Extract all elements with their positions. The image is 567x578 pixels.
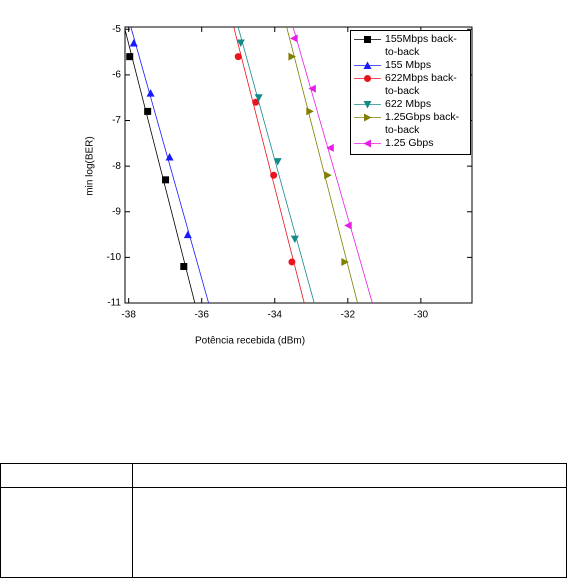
fit-line	[237, 27, 315, 303]
marker	[183, 230, 192, 239]
fit-line	[130, 27, 209, 303]
marker	[290, 34, 298, 43]
legend-label: 155 Mbps	[385, 59, 432, 71]
y-tick-label: -9	[112, 206, 121, 217]
legend-entry: 155 Mbps	[351, 59, 470, 72]
legend-swatch	[354, 61, 381, 69]
legend-label: 1.25Gbps back-to-back	[385, 111, 460, 136]
x-tick-label: -36	[194, 310, 209, 321]
x-axis-label: Potência recebida (dBm)	[195, 336, 305, 347]
marker	[180, 263, 188, 271]
marker	[162, 176, 170, 184]
marker	[364, 36, 371, 43]
y-tick-label: -11	[107, 298, 121, 309]
fit-line	[292, 27, 373, 303]
legend-label: 622 Mbps	[385, 98, 432, 110]
marker	[344, 221, 352, 230]
fit-line	[125, 27, 196, 303]
table	[0, 463, 567, 578]
table-column-border	[132, 464, 133, 577]
legend-swatch	[354, 113, 381, 122]
legend-label: 622Mbps back-to-back	[385, 72, 457, 97]
marker	[270, 171, 278, 179]
plot-frame	[124, 26, 473, 304]
marker	[273, 158, 282, 166]
legend-label: 155Mbps back-to-back	[385, 33, 457, 58]
marker	[129, 38, 138, 47]
legend-entry: 622 Mbps	[351, 98, 470, 111]
marker	[254, 94, 263, 102]
legend-swatch	[354, 36, 381, 43]
y-tick-label: -8	[112, 161, 121, 172]
legend-entry: 1.25Gbps back-to-back	[351, 111, 470, 137]
marker	[252, 98, 260, 106]
marker	[341, 257, 349, 266]
marker	[146, 89, 155, 97]
marker	[326, 143, 334, 152]
marker	[236, 39, 245, 47]
legend-entry: 622Mbps back-to-back	[351, 72, 470, 98]
marker	[234, 53, 242, 61]
x-tick-label: -38	[121, 310, 136, 321]
marker	[126, 53, 134, 61]
legend-swatch	[354, 139, 381, 148]
chart: Potência recebida (dBm) min log(BER) -38…	[85, 24, 473, 347]
marker	[364, 113, 372, 122]
marker	[288, 52, 296, 61]
marker	[165, 153, 174, 161]
x-tick-label: -30	[414, 310, 429, 321]
fit-line	[286, 27, 358, 303]
y-tick-label: -10	[107, 252, 122, 263]
marker	[308, 84, 316, 93]
marker	[144, 107, 152, 115]
marker	[363, 139, 371, 148]
fit-line	[233, 27, 305, 303]
legend-entry: 1.25 Gbps	[351, 137, 470, 150]
legend-swatch	[354, 101, 381, 109]
x-tick-label: -32	[341, 310, 356, 321]
marker	[363, 61, 372, 69]
legend-entry: 155Mbps back-to-back	[351, 33, 470, 59]
x-tick-label: -34	[268, 310, 283, 321]
marker	[363, 101, 372, 109]
marker	[364, 75, 371, 82]
marker	[324, 171, 332, 180]
y-tick-label: -7	[112, 115, 121, 126]
legend-label: 1.25 Gbps	[385, 137, 434, 149]
y-tick-label: -5	[112, 24, 121, 35]
table-row-border	[1, 487, 566, 488]
y-axis-label: min log(BER)	[85, 136, 96, 195]
legend-swatch	[354, 75, 381, 82]
marker	[290, 235, 299, 244]
marker	[288, 258, 296, 266]
marker	[306, 107, 314, 116]
legend: 155Mbps back-to-back 155 Mbps 622Mbps back…	[350, 30, 471, 155]
y-tick-label: -6	[112, 70, 121, 81]
